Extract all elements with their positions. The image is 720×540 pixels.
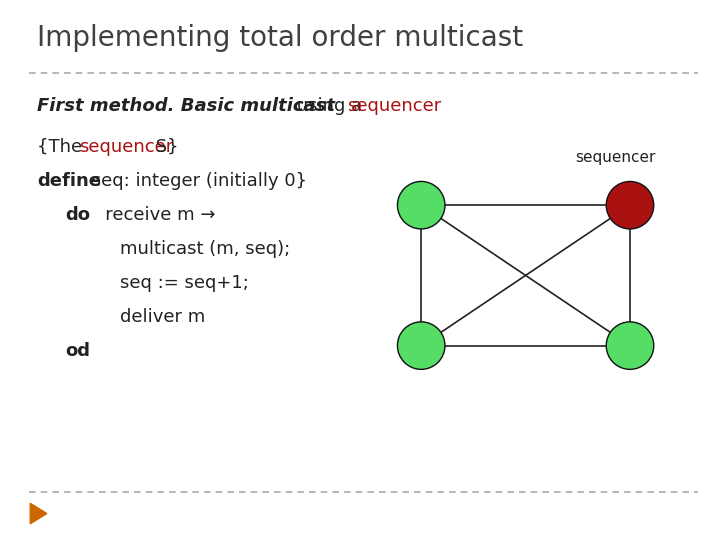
Text: od: od xyxy=(65,342,90,360)
Text: using a: using a xyxy=(291,97,368,115)
Text: sequencer: sequencer xyxy=(79,138,174,156)
Text: {The: {The xyxy=(37,138,89,156)
Ellipse shape xyxy=(397,181,445,229)
Ellipse shape xyxy=(397,322,445,369)
Text: multicast (m, seq);: multicast (m, seq); xyxy=(120,240,290,258)
Text: receive m →: receive m → xyxy=(88,206,215,224)
Ellipse shape xyxy=(606,322,654,369)
Ellipse shape xyxy=(606,181,654,229)
Text: deliver m: deliver m xyxy=(120,308,205,326)
Text: do: do xyxy=(65,206,90,224)
Text: S}: S} xyxy=(150,138,179,156)
Text: sequencer: sequencer xyxy=(575,150,656,165)
Polygon shape xyxy=(30,503,47,524)
Text: seq := seq+1;: seq := seq+1; xyxy=(120,274,249,292)
Text: seq: integer (initially 0}: seq: integer (initially 0} xyxy=(86,172,307,190)
Text: define: define xyxy=(37,172,102,190)
Text: sequencer: sequencer xyxy=(347,97,441,115)
Text: First method. Basic multicast: First method. Basic multicast xyxy=(37,97,336,115)
Text: Implementing total order multicast: Implementing total order multicast xyxy=(37,24,523,52)
